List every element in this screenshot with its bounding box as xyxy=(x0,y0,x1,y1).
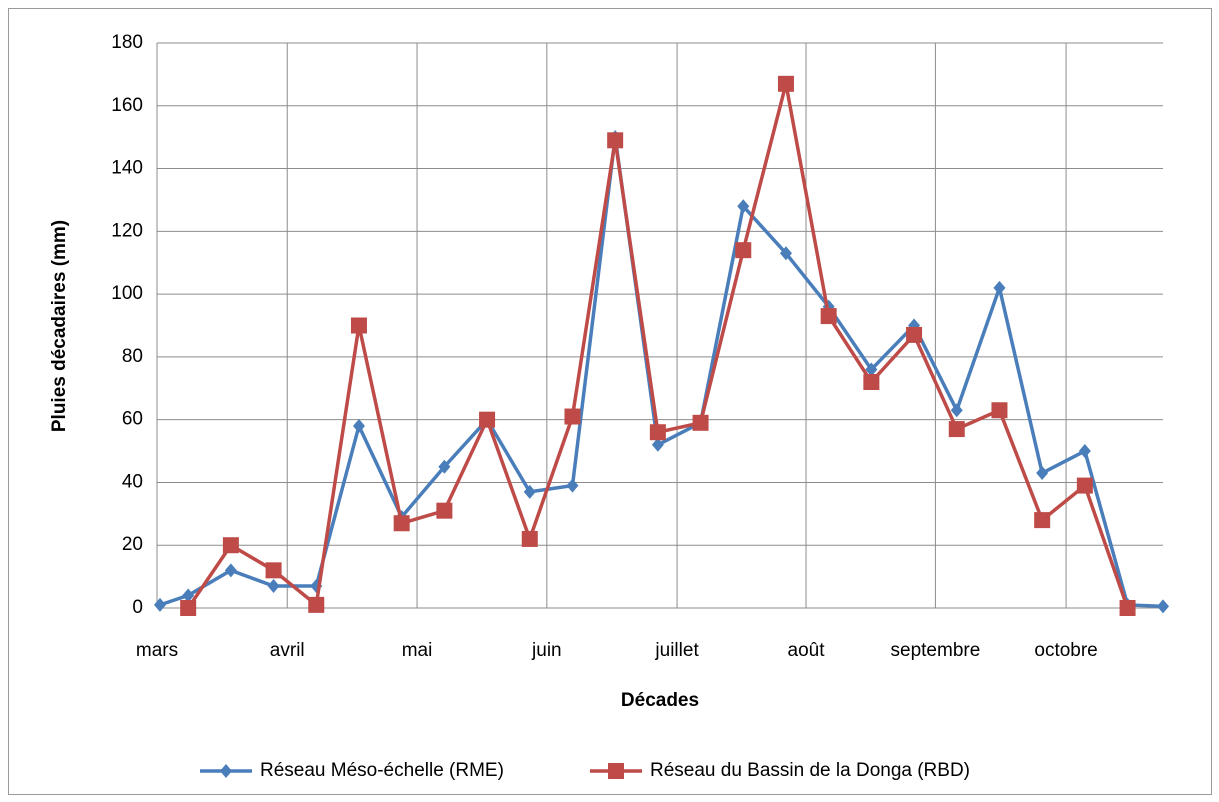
marker xyxy=(220,764,232,778)
marker xyxy=(948,421,965,438)
marker xyxy=(265,562,282,579)
marker xyxy=(863,374,880,390)
marker xyxy=(950,403,963,418)
marker xyxy=(1034,512,1051,529)
legend-label: Réseau du Bassin de la Donga (RBD) xyxy=(650,760,970,781)
marker xyxy=(436,502,453,519)
marker xyxy=(1157,599,1169,614)
x-tick-label: mai xyxy=(402,640,433,661)
marker xyxy=(608,763,624,779)
marker xyxy=(777,75,794,92)
marker xyxy=(779,246,792,261)
x-tick-label: octobre xyxy=(1034,640,1097,661)
marker xyxy=(1036,466,1049,481)
marker xyxy=(224,563,237,578)
marker xyxy=(692,414,709,431)
marker xyxy=(222,537,239,554)
marker xyxy=(1076,477,1093,494)
marker xyxy=(308,596,325,613)
marker xyxy=(651,437,664,452)
marker xyxy=(393,515,410,532)
marker xyxy=(993,280,1006,295)
y-tick-label: 0 xyxy=(132,597,143,618)
marker xyxy=(607,132,624,149)
y-tick-label: 60 xyxy=(122,409,143,430)
marker xyxy=(438,459,451,474)
y-tick-label: 80 xyxy=(122,346,143,367)
marker xyxy=(1078,444,1091,459)
marker xyxy=(564,408,581,425)
chart-frame xyxy=(8,8,1212,795)
marker xyxy=(566,478,579,493)
marker xyxy=(523,484,536,499)
marker xyxy=(735,242,752,259)
marker xyxy=(352,418,365,433)
marker xyxy=(1119,600,1136,616)
marker xyxy=(865,362,878,377)
y-tick-label: 180 xyxy=(111,32,143,53)
marker xyxy=(153,597,166,612)
y-tick-label: 120 xyxy=(111,220,143,241)
y-tick-label: 160 xyxy=(111,95,143,116)
marker xyxy=(906,326,923,343)
marker xyxy=(180,600,197,616)
y-tick-label: 40 xyxy=(122,471,143,492)
marker xyxy=(820,308,837,325)
marker xyxy=(521,530,538,547)
marker xyxy=(991,402,1008,419)
marker xyxy=(649,424,666,441)
x-tick-label: août xyxy=(788,640,826,661)
marker xyxy=(350,317,367,334)
y-tick-label: 140 xyxy=(111,158,143,179)
y-axis-label: Pluies décadaires (mm) xyxy=(49,220,70,432)
x-tick-label: avril xyxy=(270,640,305,661)
marker xyxy=(737,199,750,214)
legend-label: Réseau Méso-échelle (RME) xyxy=(260,760,504,781)
x-axis-label: Décades xyxy=(621,690,699,711)
x-tick-label: juin xyxy=(531,640,562,661)
marker xyxy=(182,588,195,603)
x-tick-label: juillet xyxy=(654,640,699,661)
y-tick-label: 100 xyxy=(111,283,143,304)
x-tick-label: septembre xyxy=(891,640,981,661)
x-tick-label: mars xyxy=(136,640,178,661)
marker xyxy=(267,579,280,594)
marker xyxy=(479,411,496,428)
y-tick-label: 20 xyxy=(122,534,143,555)
